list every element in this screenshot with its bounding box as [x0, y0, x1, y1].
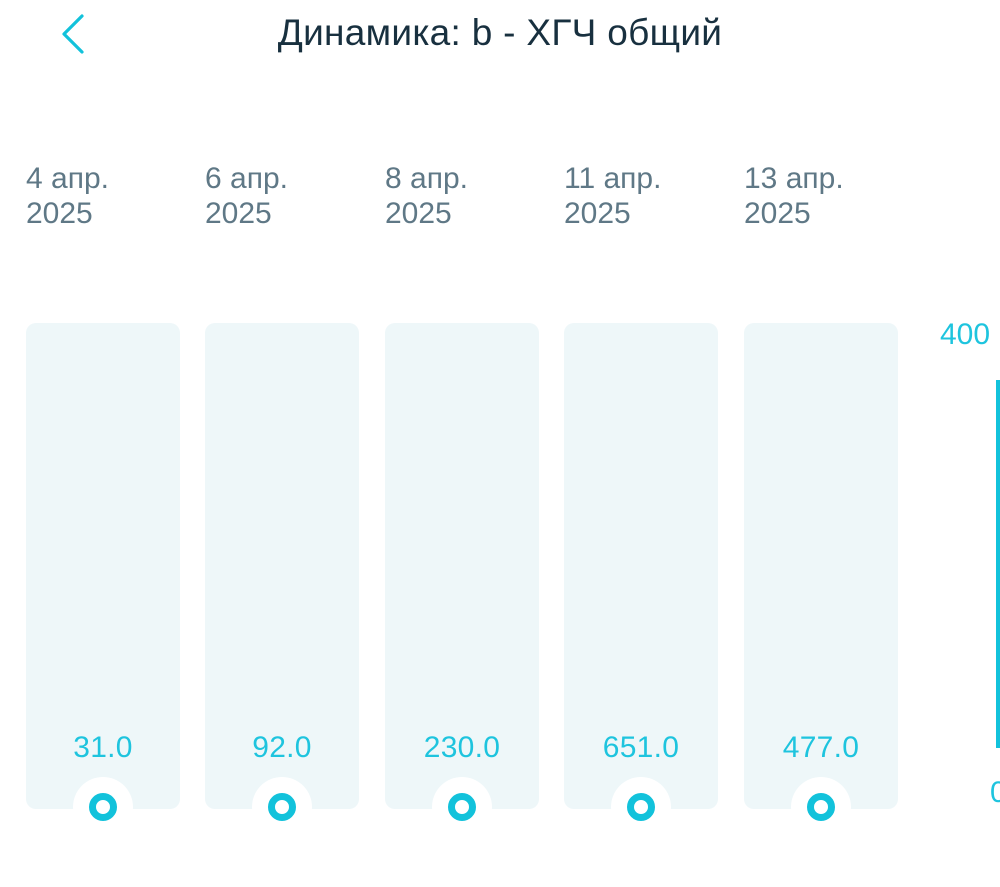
data-point-2[interactable]: [432, 777, 492, 837]
date-label: 4 апр. 2025: [26, 161, 180, 231]
y-axis-line: [996, 380, 1000, 748]
data-point-0[interactable]: [73, 777, 133, 837]
date-label: 11 апр. 2025: [564, 161, 718, 231]
column-background: [26, 323, 180, 809]
value-label: 230.0: [423, 731, 501, 764]
date-label: 13 апр. 2025: [744, 161, 898, 231]
chart-column: 8 апр. 2025 230.0: [385, 0, 539, 887]
date-day: 8 апр.: [385, 162, 468, 195]
column-background: [205, 323, 359, 809]
page-title: Динамика: b - ХГЧ общий: [277, 12, 723, 53]
chart-column: 13 апр. 2025 477.0: [744, 0, 898, 887]
date-day: 11 апр.: [564, 162, 662, 195]
y-axis-max-label: 400: [940, 318, 991, 351]
chart-column: 11 апр. 2025 651.0: [564, 0, 718, 887]
date-day: 13 апр.: [744, 162, 844, 195]
value-label: 477.0: [782, 731, 860, 764]
date-year: 2025: [26, 197, 93, 230]
value-label: 92.0: [252, 731, 312, 764]
column-background: [564, 323, 718, 809]
data-point-marker: [627, 793, 655, 821]
date-day: 6 апр.: [205, 162, 288, 195]
data-point-marker: [448, 793, 476, 821]
data-point-4[interactable]: [791, 777, 851, 837]
value-label: 31.0: [73, 731, 133, 764]
date-label: 6 апр. 2025: [205, 161, 359, 231]
column-background: [385, 323, 539, 809]
chevron-left-icon: [62, 14, 84, 54]
date-year: 2025: [744, 197, 811, 230]
date-day: 4 апр.: [26, 162, 109, 195]
data-point-1[interactable]: [252, 777, 312, 837]
date-label: 8 апр. 2025: [385, 161, 539, 231]
data-point-marker: [268, 793, 296, 821]
value-label: 651.0: [602, 731, 680, 764]
data-point-marker: [89, 793, 117, 821]
back-button[interactable]: [52, 8, 96, 60]
y-axis-min-label: 0: [990, 776, 1000, 809]
chart-column: 6 апр. 2025 92.0: [205, 0, 359, 887]
chart-column: 4 апр. 2025 31.0: [26, 0, 180, 887]
date-year: 2025: [564, 197, 631, 230]
column-background: [744, 323, 898, 809]
date-year: 2025: [385, 197, 452, 230]
data-point-marker: [807, 793, 835, 821]
date-year: 2025: [205, 197, 272, 230]
data-point-3[interactable]: [611, 777, 671, 837]
